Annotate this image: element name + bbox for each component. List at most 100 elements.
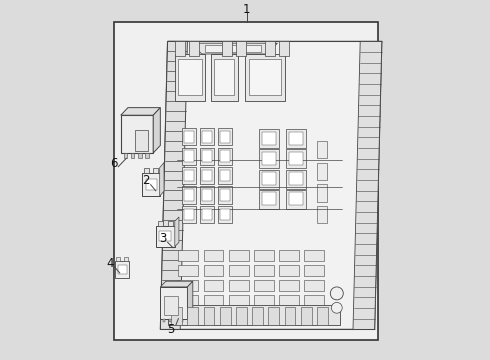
Bar [175, 54, 205, 101]
Bar [160, 287, 187, 319]
Bar [158, 221, 163, 226]
Bar [304, 265, 324, 276]
Bar [285, 307, 295, 325]
Bar [218, 148, 232, 165]
Bar [138, 153, 142, 158]
Bar [114, 22, 378, 340]
Bar [182, 206, 196, 223]
Polygon shape [160, 41, 382, 329]
Bar [220, 307, 231, 325]
Bar [202, 131, 212, 143]
Bar [178, 265, 198, 276]
Bar [286, 170, 306, 189]
Bar [218, 186, 232, 204]
Bar [289, 152, 303, 165]
Bar [175, 41, 185, 56]
Bar [259, 129, 279, 148]
Bar [262, 132, 276, 145]
Bar [252, 307, 263, 325]
Bar [178, 295, 198, 306]
Bar [259, 190, 279, 209]
Bar [265, 41, 275, 56]
Bar [317, 206, 327, 223]
Bar [202, 209, 212, 220]
Bar [220, 170, 230, 181]
Bar [254, 265, 274, 276]
Polygon shape [353, 41, 382, 329]
Bar [200, 128, 214, 145]
Polygon shape [160, 162, 164, 196]
Bar [286, 190, 306, 209]
Bar [169, 319, 171, 323]
Bar [146, 179, 157, 190]
Bar [286, 129, 306, 148]
Polygon shape [187, 281, 193, 319]
Bar [254, 280, 274, 291]
Bar [204, 250, 223, 261]
Bar [221, 41, 232, 56]
Bar [116, 261, 129, 278]
Circle shape [330, 287, 343, 300]
Polygon shape [175, 217, 179, 247]
Bar [220, 209, 230, 220]
Polygon shape [153, 108, 160, 153]
Bar [204, 307, 215, 325]
Bar [279, 250, 299, 261]
Bar [220, 150, 230, 162]
Bar [229, 295, 248, 306]
Bar [168, 221, 173, 226]
Bar [262, 172, 276, 185]
Bar [304, 280, 324, 291]
Polygon shape [160, 281, 193, 287]
Bar [121, 115, 153, 153]
Bar [259, 149, 279, 168]
Bar [304, 250, 324, 261]
Bar [200, 206, 214, 223]
Bar [279, 280, 299, 291]
Bar [124, 153, 127, 158]
Bar [182, 186, 196, 204]
Bar [279, 265, 299, 276]
Bar [184, 209, 194, 220]
Bar [289, 132, 303, 145]
Bar [182, 128, 196, 145]
Bar [204, 265, 223, 276]
Bar [159, 231, 171, 242]
Bar [317, 307, 328, 325]
Bar [236, 41, 246, 56]
Polygon shape [160, 41, 187, 329]
Bar [259, 170, 279, 189]
Text: 4: 4 [106, 257, 114, 270]
Bar [215, 59, 234, 95]
Bar [164, 296, 178, 315]
Bar [279, 41, 289, 56]
Bar [269, 307, 279, 325]
Bar [174, 319, 177, 323]
Bar [187, 307, 198, 325]
Circle shape [331, 302, 342, 313]
Bar [262, 192, 276, 205]
Bar [289, 192, 303, 205]
Text: 2: 2 [142, 174, 150, 187]
Bar [254, 295, 274, 306]
Bar [184, 131, 194, 143]
Polygon shape [121, 108, 160, 115]
Bar [118, 265, 126, 274]
Bar [182, 148, 196, 165]
Bar [146, 153, 148, 158]
Bar [218, 206, 232, 223]
Bar [289, 172, 303, 185]
Bar [317, 184, 327, 202]
Bar [171, 307, 182, 325]
Bar [117, 257, 121, 261]
Bar [220, 189, 230, 201]
Bar [245, 54, 285, 101]
Bar [204, 295, 223, 306]
Bar [229, 250, 248, 261]
Bar [178, 280, 198, 291]
Bar [248, 59, 281, 95]
Bar [144, 168, 148, 173]
Bar [254, 250, 274, 261]
Bar [200, 186, 214, 204]
Bar [131, 153, 134, 158]
